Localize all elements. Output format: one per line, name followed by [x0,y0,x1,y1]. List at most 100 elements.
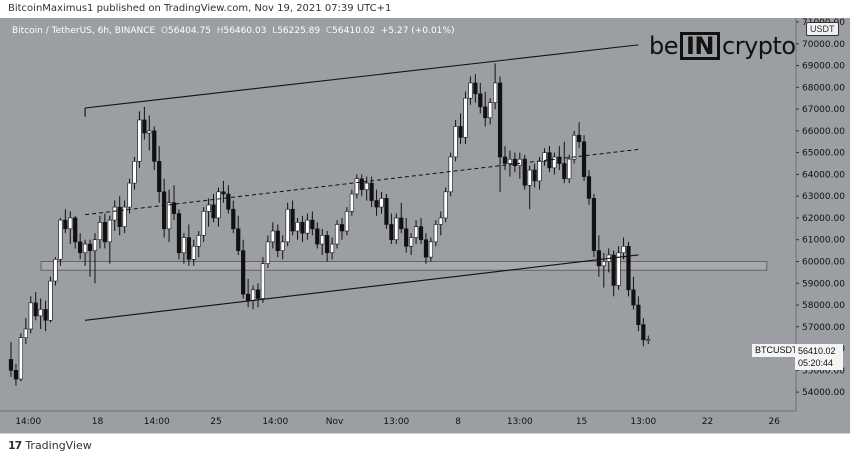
candle [48,280,53,321]
candle [527,169,532,186]
candle [142,119,147,134]
symbol-legend: Bitcoin / TetherUS, 6h, BINANCE O56404.7… [12,26,454,36]
candle [399,217,404,230]
candle [493,82,498,103]
candle [389,224,394,241]
y-tick-label: 64000.00 [802,170,845,180]
candle [349,193,354,212]
y-tick-label: 67000.00 [802,105,845,115]
candle [433,224,438,243]
candle [127,182,132,208]
candle [231,208,236,230]
candle [300,221,305,234]
candle [497,82,503,158]
candle [636,304,641,325]
candle [43,309,48,321]
candle [369,182,374,201]
candle [581,141,587,177]
candle [122,206,127,227]
candle [28,302,33,330]
x-tick-label: 13:00 [383,417,409,427]
candle [359,178,364,190]
candle [616,252,621,286]
candle [132,161,137,184]
x-tick-label: Nov [326,417,344,427]
candle [364,182,369,190]
x-tick-label: 22 [702,417,713,427]
open-value: 56404.75 [168,26,211,36]
candle [315,228,320,245]
candle [92,239,98,251]
candle [404,228,409,247]
last-price-tag: 56410.02 05:20:44 [795,344,843,370]
candle [488,102,493,119]
low-value: 56225.89 [277,26,321,36]
high-value: 56460.03 [223,26,267,36]
last-price: 56410.02 [798,346,836,356]
candle [483,106,488,119]
y-tick-label: 57000.00 [802,323,845,333]
candle [374,200,379,208]
currency-unit-tag[interactable]: USDT [806,22,839,36]
tradingview-logo[interactable]: 17 TradingView [8,439,92,452]
candle [428,241,434,258]
candle [68,217,73,230]
candle [552,156,557,169]
x-tick-label: 14:00 [262,417,288,427]
candle [270,230,275,243]
candle [641,324,646,341]
candle [87,243,93,251]
x-tick-label: 15 [576,417,587,427]
candle [576,134,582,143]
candle [157,161,162,193]
x-tick-label: 13:00 [507,417,533,427]
candle [58,219,63,260]
footer: 17 TradingView [0,433,850,456]
y-tick-label: 68000.00 [802,83,845,93]
candle [586,176,592,199]
candle [517,158,522,166]
x-axis: 14:00 18 14:00 25 14:00 Nov 13:00 8 13:00 15 13:00… [0,410,796,427]
candle [591,198,597,251]
y-tick-label: 55000.00 [802,366,845,376]
candle [384,198,389,225]
candle [438,217,443,225]
chart-area[interactable]: 54000.0055000.0056000.0057000.0058000.00… [0,18,850,433]
y-tick-label: 61000.00 [802,236,845,246]
candle [147,130,152,134]
high-label: H [216,26,224,36]
candle [418,226,424,241]
candle [394,217,399,241]
candle [522,158,527,186]
candle [295,221,300,232]
candle [547,152,552,169]
channel-middle-line [85,148,639,216]
channel-lines [84,44,639,321]
candle [73,217,78,243]
candle [18,337,23,380]
publish-header: BitcoinMaximus1 published on TradingView… [0,0,850,18]
candle [448,156,453,193]
tradingview-icon: 17 [8,439,22,452]
candle [102,221,107,243]
candle [221,191,226,195]
candle [339,224,345,232]
candle [468,82,473,99]
change-value: +5.27 (+0.01%) [380,26,455,36]
candle [285,208,290,243]
price-chart[interactable]: 54000.0055000.0056000.0057000.0058000.00… [0,18,850,433]
candle [473,82,478,95]
brand-box: IN [680,32,721,60]
candle [305,219,310,234]
candle [354,178,359,195]
candle [596,250,601,267]
candle [567,158,572,180]
candle [23,328,28,338]
candle [458,126,463,138]
candle [191,245,196,260]
brand-post: crypto [722,32,796,60]
candle [631,289,636,306]
candle [13,370,19,380]
candle [107,219,112,243]
brand-pre: be [649,32,679,60]
